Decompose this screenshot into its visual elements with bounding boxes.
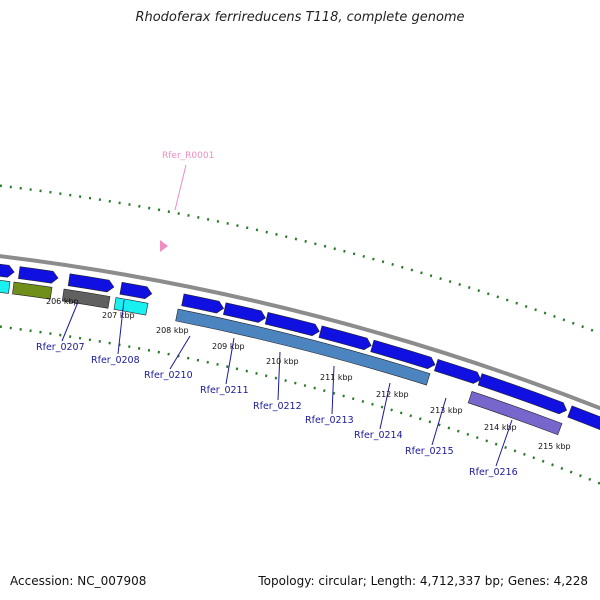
- scale-tick-label: 214 kbp: [484, 423, 517, 432]
- page-title: Rhodoferax ferrireducens T118, complete …: [135, 10, 465, 25]
- scale-tick-label: 208 kbp: [156, 326, 189, 335]
- gene-label-leader: [117, 299, 125, 355]
- forward-gene-7: [264, 312, 320, 337]
- scale-tick-label: 215 kbp: [538, 442, 571, 451]
- genome-backbone: [0, 254, 600, 411]
- forward-gene-1: [0, 263, 15, 278]
- gene-label: Rfer_0212: [253, 401, 302, 412]
- gene-block-purple: [467, 391, 563, 436]
- forward-gene-12: [567, 405, 600, 430]
- scale-tick-label: 210 kbp: [266, 357, 299, 366]
- gene-label: Rfer_0207: [36, 342, 85, 353]
- gene-label-leader: [61, 301, 79, 342]
- forward-gene-6: [223, 302, 266, 323]
- scale-tick-label: 212 kbp: [376, 390, 409, 399]
- gene-label: Rfer_0216: [469, 467, 518, 478]
- gene-block-gray: [61, 288, 111, 309]
- forward-gene-5: [181, 293, 225, 314]
- gene-label-leader: [169, 335, 191, 370]
- rna-label-leader: [174, 164, 187, 211]
- forward-gene-4: [119, 281, 153, 299]
- gene-label: Rfer_0214: [354, 430, 403, 441]
- scale-tick-label: 206 kbp: [46, 297, 79, 306]
- gene-block-olive: [12, 281, 53, 300]
- forward-gene-8: [318, 325, 372, 351]
- outer-tick-ring: [0, 184, 600, 335]
- forward-gene-10: [434, 358, 482, 384]
- gene-label: Rfer_0211: [200, 385, 249, 396]
- gene-block-cyan-left: [0, 280, 11, 294]
- gene-label: Rfer_0215: [405, 446, 454, 457]
- scale-tick-label: 207 kbp: [102, 311, 135, 320]
- rna-feature-label: Rfer_R0001: [162, 151, 214, 161]
- scale-tick-label: 211 kbp: [320, 373, 353, 382]
- scale-tick-label: 209 kbp: [212, 342, 245, 351]
- inner-tick-ring: [0, 325, 600, 485]
- gene-label: Rfer_0210: [144, 370, 193, 381]
- gene-label: Rfer_0213: [305, 415, 354, 426]
- gene-label: Rfer_0208: [91, 355, 140, 366]
- genome-summary-text: Topology: circular; Length: 4,712,337 bp…: [258, 574, 588, 588]
- gene-label-leader: [495, 419, 513, 467]
- accession-text: Accession: NC_007908: [10, 574, 147, 588]
- forward-gene-9: [370, 339, 436, 370]
- gene-label-leader: [379, 382, 391, 430]
- gene-label-leader: [225, 337, 235, 385]
- rna-feature-marker: [160, 240, 168, 252]
- scale-tick-label: 213 kbp: [430, 406, 463, 415]
- gene-label-leader: [431, 397, 447, 446]
- forward-gene-11: [477, 373, 568, 415]
- gene-label-leader: [331, 365, 335, 415]
- forward-gene-3: [67, 273, 115, 293]
- gene-block-steelblue: [175, 308, 431, 386]
- forward-gene-2: [18, 266, 59, 284]
- gene-label-leader: [277, 351, 281, 401]
